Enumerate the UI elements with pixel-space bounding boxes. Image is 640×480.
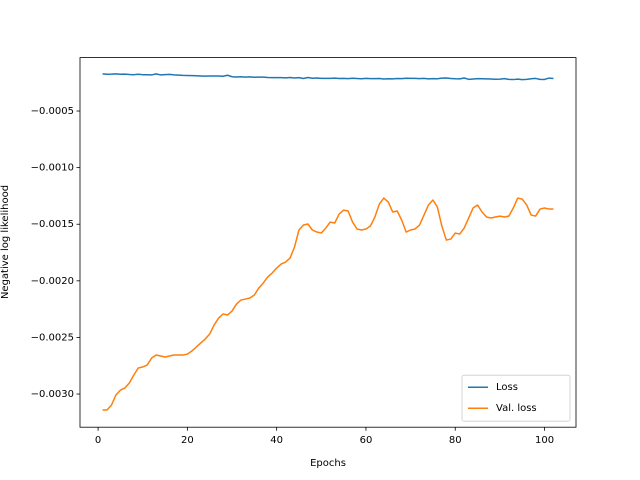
x-tick-label: 60 [360,435,373,446]
legend-label: Val. loss [496,403,537,414]
plot-frame [79,57,577,428]
x-tick-label: 40 [270,435,283,446]
legend-label: Loss [496,382,518,393]
y-tick-label: −0.0005 [31,106,74,117]
x-tick-label: 20 [181,435,194,446]
x-tick-label: 100 [535,435,554,446]
y-tick-label: −0.0030 [31,389,74,400]
y-tick-label: −0.0020 [31,276,74,287]
y-tick-label: −0.0015 [31,219,74,230]
series-line [102,73,554,81]
legend-box [461,374,571,422]
y-tick-label: −0.0025 [31,332,74,343]
x-axis-label: Epochs [310,458,346,469]
y-axis-label: Negative log likelihood [0,185,11,299]
x-tick-label: 80 [449,435,462,446]
y-tick-label: −0.0010 [31,163,74,174]
series-line [102,197,554,411]
x-tick-label: 0 [95,435,101,446]
